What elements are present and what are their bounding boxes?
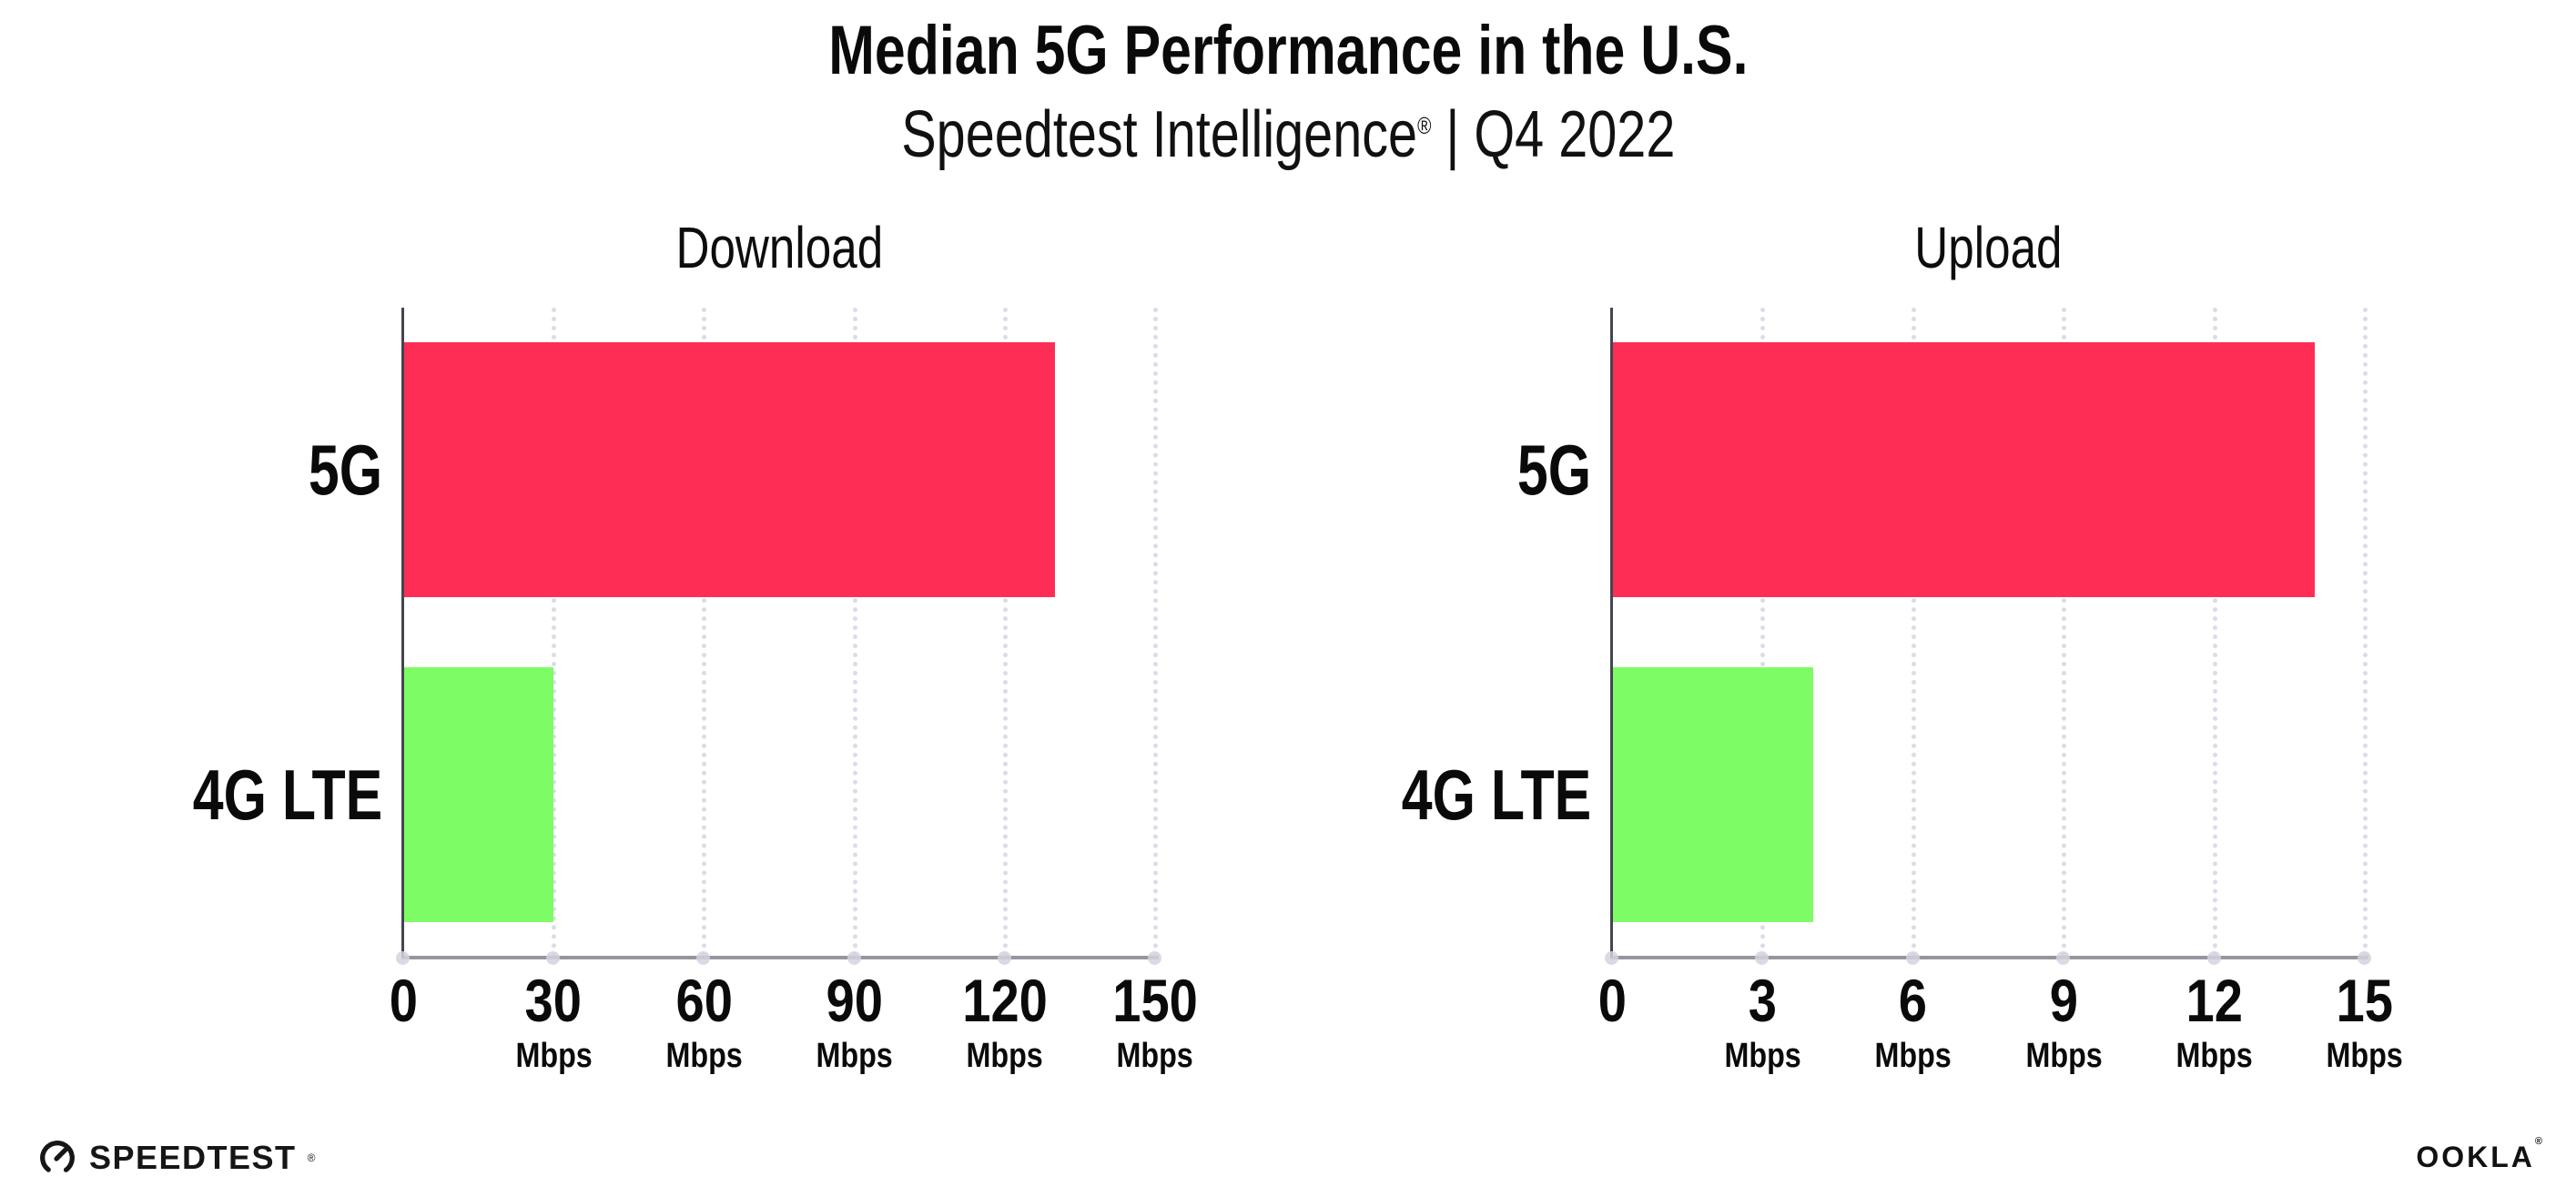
gridline-9 — [2062, 308, 2067, 958]
x-axis-ticks-upload: 0 3 Mbps 6 Mbps 9 Mbps 12 Mbps 15 Mbps — [1597, 967, 2403, 1094]
axis-tick-dot-30 — [546, 951, 561, 965]
x-tick-9: 9 Mbps — [1963, 967, 2164, 1076]
x-tick-90: 90 Mbps — [755, 967, 955, 1076]
x-tick-0: 0 — [1512, 967, 1712, 1034]
x-tick-60: 60 Mbps — [603, 967, 804, 1076]
x-tick-unit: Mbps — [2025, 1037, 2103, 1075]
ookla-wordmark: OOKLA — [2416, 1141, 2535, 1173]
gridline-15 — [2363, 308, 2368, 958]
x-axis — [401, 956, 1159, 959]
x-tick-150: 150 Mbps — [1055, 967, 1255, 1076]
x-axis-ticks-download: 0 30 Mbps 60 Mbps 90 Mbps 120 Mbps 150 Mbps — [389, 967, 1197, 1094]
x-tick-label: 30 — [524, 967, 583, 1034]
x-tick-label: 3 — [1748, 967, 1777, 1034]
speedtest-logo: SPEEDTEST ® — [36, 1134, 315, 1182]
x-tick-3: 3 Mbps — [1662, 967, 1862, 1076]
bar-4g-lte — [1612, 667, 1813, 922]
gridline-3 — [1760, 308, 1766, 958]
axis-tick-dot-9 — [2056, 951, 2071, 965]
bar-5g — [403, 342, 1055, 597]
x-tick-label: 12 — [2186, 967, 2243, 1034]
ookla-logo: OOKLA ® — [2416, 1136, 2545, 1174]
category-labels: 5G 4G LTE — [109, 308, 382, 958]
x-tick-label: 0 — [389, 967, 418, 1034]
x-tick-15: 15 Mbps — [2265, 967, 2465, 1076]
x-tick-unit: Mbps — [665, 1037, 743, 1075]
x-tick-120: 120 Mbps — [905, 967, 1105, 1076]
x-tick-label: 60 — [675, 967, 733, 1034]
x-tick-label: 150 — [1112, 967, 1198, 1034]
axis-tick-dot-0 — [1605, 951, 1618, 965]
subtitle-brand: Speedtest Intelligence — [900, 98, 1417, 171]
bar-5g — [1612, 342, 2315, 597]
category-label-5g: 5G — [1516, 430, 1591, 510]
x-axis — [1610, 956, 2368, 959]
bar-4g-lte — [403, 667, 554, 922]
gridline-12 — [2212, 308, 2217, 958]
gridline-60 — [702, 308, 707, 958]
x-tick-unit: Mbps — [2326, 1037, 2404, 1075]
speedtest-registered-mark: ® — [307, 1151, 316, 1164]
y-axis — [1610, 308, 1613, 958]
category-label-5g: 5G — [308, 430, 382, 510]
x-tick-unit: Mbps — [1874, 1037, 1952, 1075]
speedtest-gauge-icon — [40, 1141, 75, 1175]
x-tick-label: 120 — [961, 967, 1048, 1034]
x-tick-0: 0 — [303, 967, 503, 1034]
category-label-4g-lte: 4G LTE — [192, 755, 382, 835]
y-axis — [401, 308, 404, 958]
gridline-6 — [1911, 308, 1916, 958]
x-tick-unit: Mbps — [816, 1037, 893, 1075]
x-tick-unit: Mbps — [1116, 1037, 1194, 1075]
gridline-90 — [852, 308, 857, 958]
x-tick-12: 12 Mbps — [2115, 967, 2315, 1076]
x-tick-unit: Mbps — [1724, 1037, 1801, 1075]
x-tick-30: 30 Mbps — [453, 967, 654, 1076]
plot-area-download — [396, 308, 1161, 965]
subtitle-period: | Q4 2022 — [1431, 98, 1676, 171]
axis-tick-dot-3 — [1755, 951, 1770, 965]
x-tick-label: 0 — [1597, 967, 1627, 1034]
axis-tick-dot-120 — [997, 951, 1011, 965]
gridline-120 — [1002, 308, 1008, 958]
x-tick-label: 90 — [826, 967, 883, 1034]
x-tick-unit: Mbps — [966, 1037, 1043, 1075]
category-label-4g-lte: 4G LTE — [1401, 755, 1591, 835]
axis-tick-dot-15 — [2358, 951, 2371, 965]
page-subtitle: Speedtest Intelligence® | Q4 2022 — [0, 93, 2576, 177]
axis-tick-dot-90 — [847, 951, 861, 965]
axis-tick-dot-0 — [396, 951, 410, 965]
x-tick-6: 6 Mbps — [1813, 967, 2013, 1076]
axis-tick-dot-12 — [2206, 951, 2221, 965]
x-tick-label: 15 — [2336, 967, 2394, 1034]
axis-tick-dot-6 — [1905, 951, 1920, 965]
category-labels: 5G 4G LTE — [1318, 308, 1591, 958]
page-title: Median 5G Performance in the U.S. — [0, 11, 2576, 91]
panel-title-download: Download — [675, 215, 883, 280]
x-tick-label: 6 — [1899, 967, 1928, 1034]
page-title-text: Median 5G Performance in the U.S. — [827, 12, 1749, 89]
speedtest-wordmark: SPEEDTEST — [89, 1139, 297, 1176]
gridline-150 — [1153, 308, 1158, 958]
gridline-30 — [552, 308, 557, 958]
axis-tick-dot-60 — [696, 951, 711, 965]
x-tick-label: 9 — [2049, 967, 2078, 1034]
registered-mark: ® — [1416, 112, 1432, 139]
panel-title-upload: Upload — [1914, 215, 2063, 280]
x-tick-unit: Mbps — [2175, 1037, 2253, 1075]
axis-tick-dot-150 — [1148, 951, 1161, 965]
x-tick-unit: Mbps — [515, 1037, 593, 1075]
plot-area-upload — [1605, 308, 2371, 965]
